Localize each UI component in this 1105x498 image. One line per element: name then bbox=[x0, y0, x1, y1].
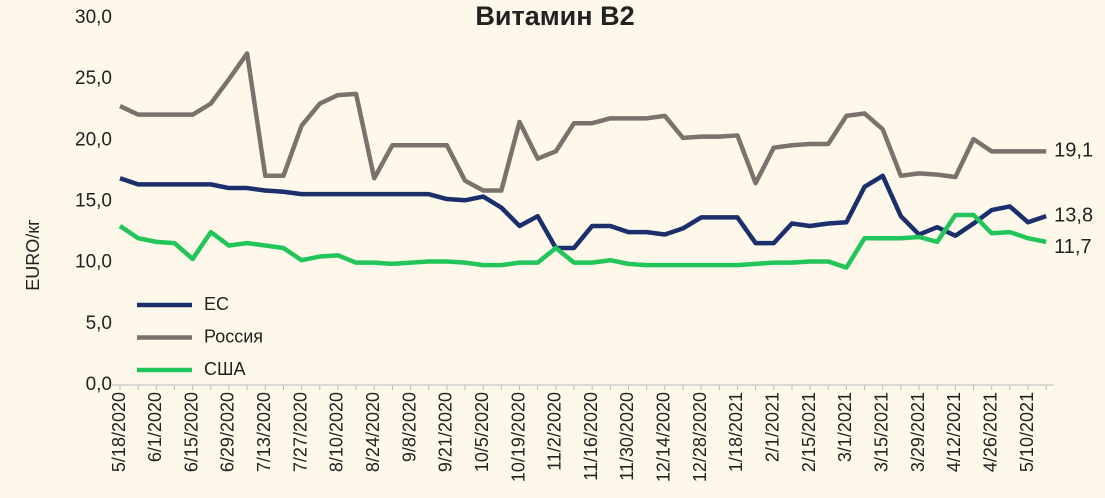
x-tick-label: 1/18/2021 bbox=[726, 392, 746, 472]
x-tick-label: 2/1/2021 bbox=[763, 392, 783, 462]
x-tick-label: 8/10/2020 bbox=[327, 392, 347, 472]
x-tick-label: 12/28/2020 bbox=[690, 392, 710, 482]
x-tick-label: 3/29/2021 bbox=[908, 392, 928, 472]
value-label: 11,7 bbox=[1054, 236, 1091, 258]
chart-title: Витамин В2 bbox=[475, 1, 634, 31]
x-tick-label: 4/12/2021 bbox=[944, 392, 964, 472]
x-tick-label: 11/16/2020 bbox=[581, 392, 601, 481]
x-tick-label: 9/8/2020 bbox=[399, 392, 419, 462]
legend-label: США bbox=[204, 359, 246, 379]
x-tick-label: 10/19/2020 bbox=[508, 392, 528, 482]
y-tick-label: 30,0 bbox=[75, 7, 112, 28]
x-tick-label: 2/15/2021 bbox=[799, 392, 819, 472]
x-tick-label: 4/26/2021 bbox=[980, 392, 1000, 472]
x-tick-label: 3/15/2021 bbox=[871, 392, 891, 472]
x-tick-label: 6/1/2020 bbox=[145, 392, 165, 462]
x-tick-label: 7/27/2020 bbox=[290, 392, 310, 472]
y-axis-label: EURO/кг bbox=[23, 219, 43, 291]
x-tick-label: 6/29/2020 bbox=[218, 392, 238, 472]
value-label: 19,1 bbox=[1054, 140, 1093, 162]
x-tick-label: 11/2/2020 bbox=[545, 392, 565, 471]
series-line bbox=[118, 212, 1047, 270]
x-tick-label: 10/5/2020 bbox=[472, 392, 492, 472]
x-tick-label: 5/18/2020 bbox=[109, 392, 129, 472]
x-tick-label: 3/1/2021 bbox=[835, 392, 855, 462]
y-tick-label: 20,0 bbox=[75, 129, 112, 150]
x-tick-label: 6/15/2020 bbox=[181, 392, 201, 472]
y-tick-label: 25,0 bbox=[75, 68, 112, 89]
legend-label: ЕС bbox=[204, 294, 229, 314]
x-tick-label: 9/21/2020 bbox=[436, 392, 456, 472]
value-label: 13,8 bbox=[1054, 204, 1093, 226]
x-tick-label: 11/30/2020 bbox=[617, 392, 637, 481]
legend-label: Россия bbox=[204, 326, 263, 346]
y-tick-label: 0,0 bbox=[86, 374, 112, 395]
x-tick-label: 5/10/2021 bbox=[1017, 392, 1037, 472]
y-tick-label: 5,0 bbox=[86, 313, 112, 334]
series-line bbox=[119, 51, 1047, 193]
x-tick-label: 7/13/2020 bbox=[254, 392, 274, 472]
series-line bbox=[119, 173, 1047, 251]
y-tick-label: 10,0 bbox=[75, 252, 112, 273]
y-tick-label: 15,0 bbox=[75, 191, 112, 212]
x-tick-label: 12/14/2020 bbox=[654, 392, 674, 482]
x-tick-label: 8/24/2020 bbox=[363, 392, 383, 472]
